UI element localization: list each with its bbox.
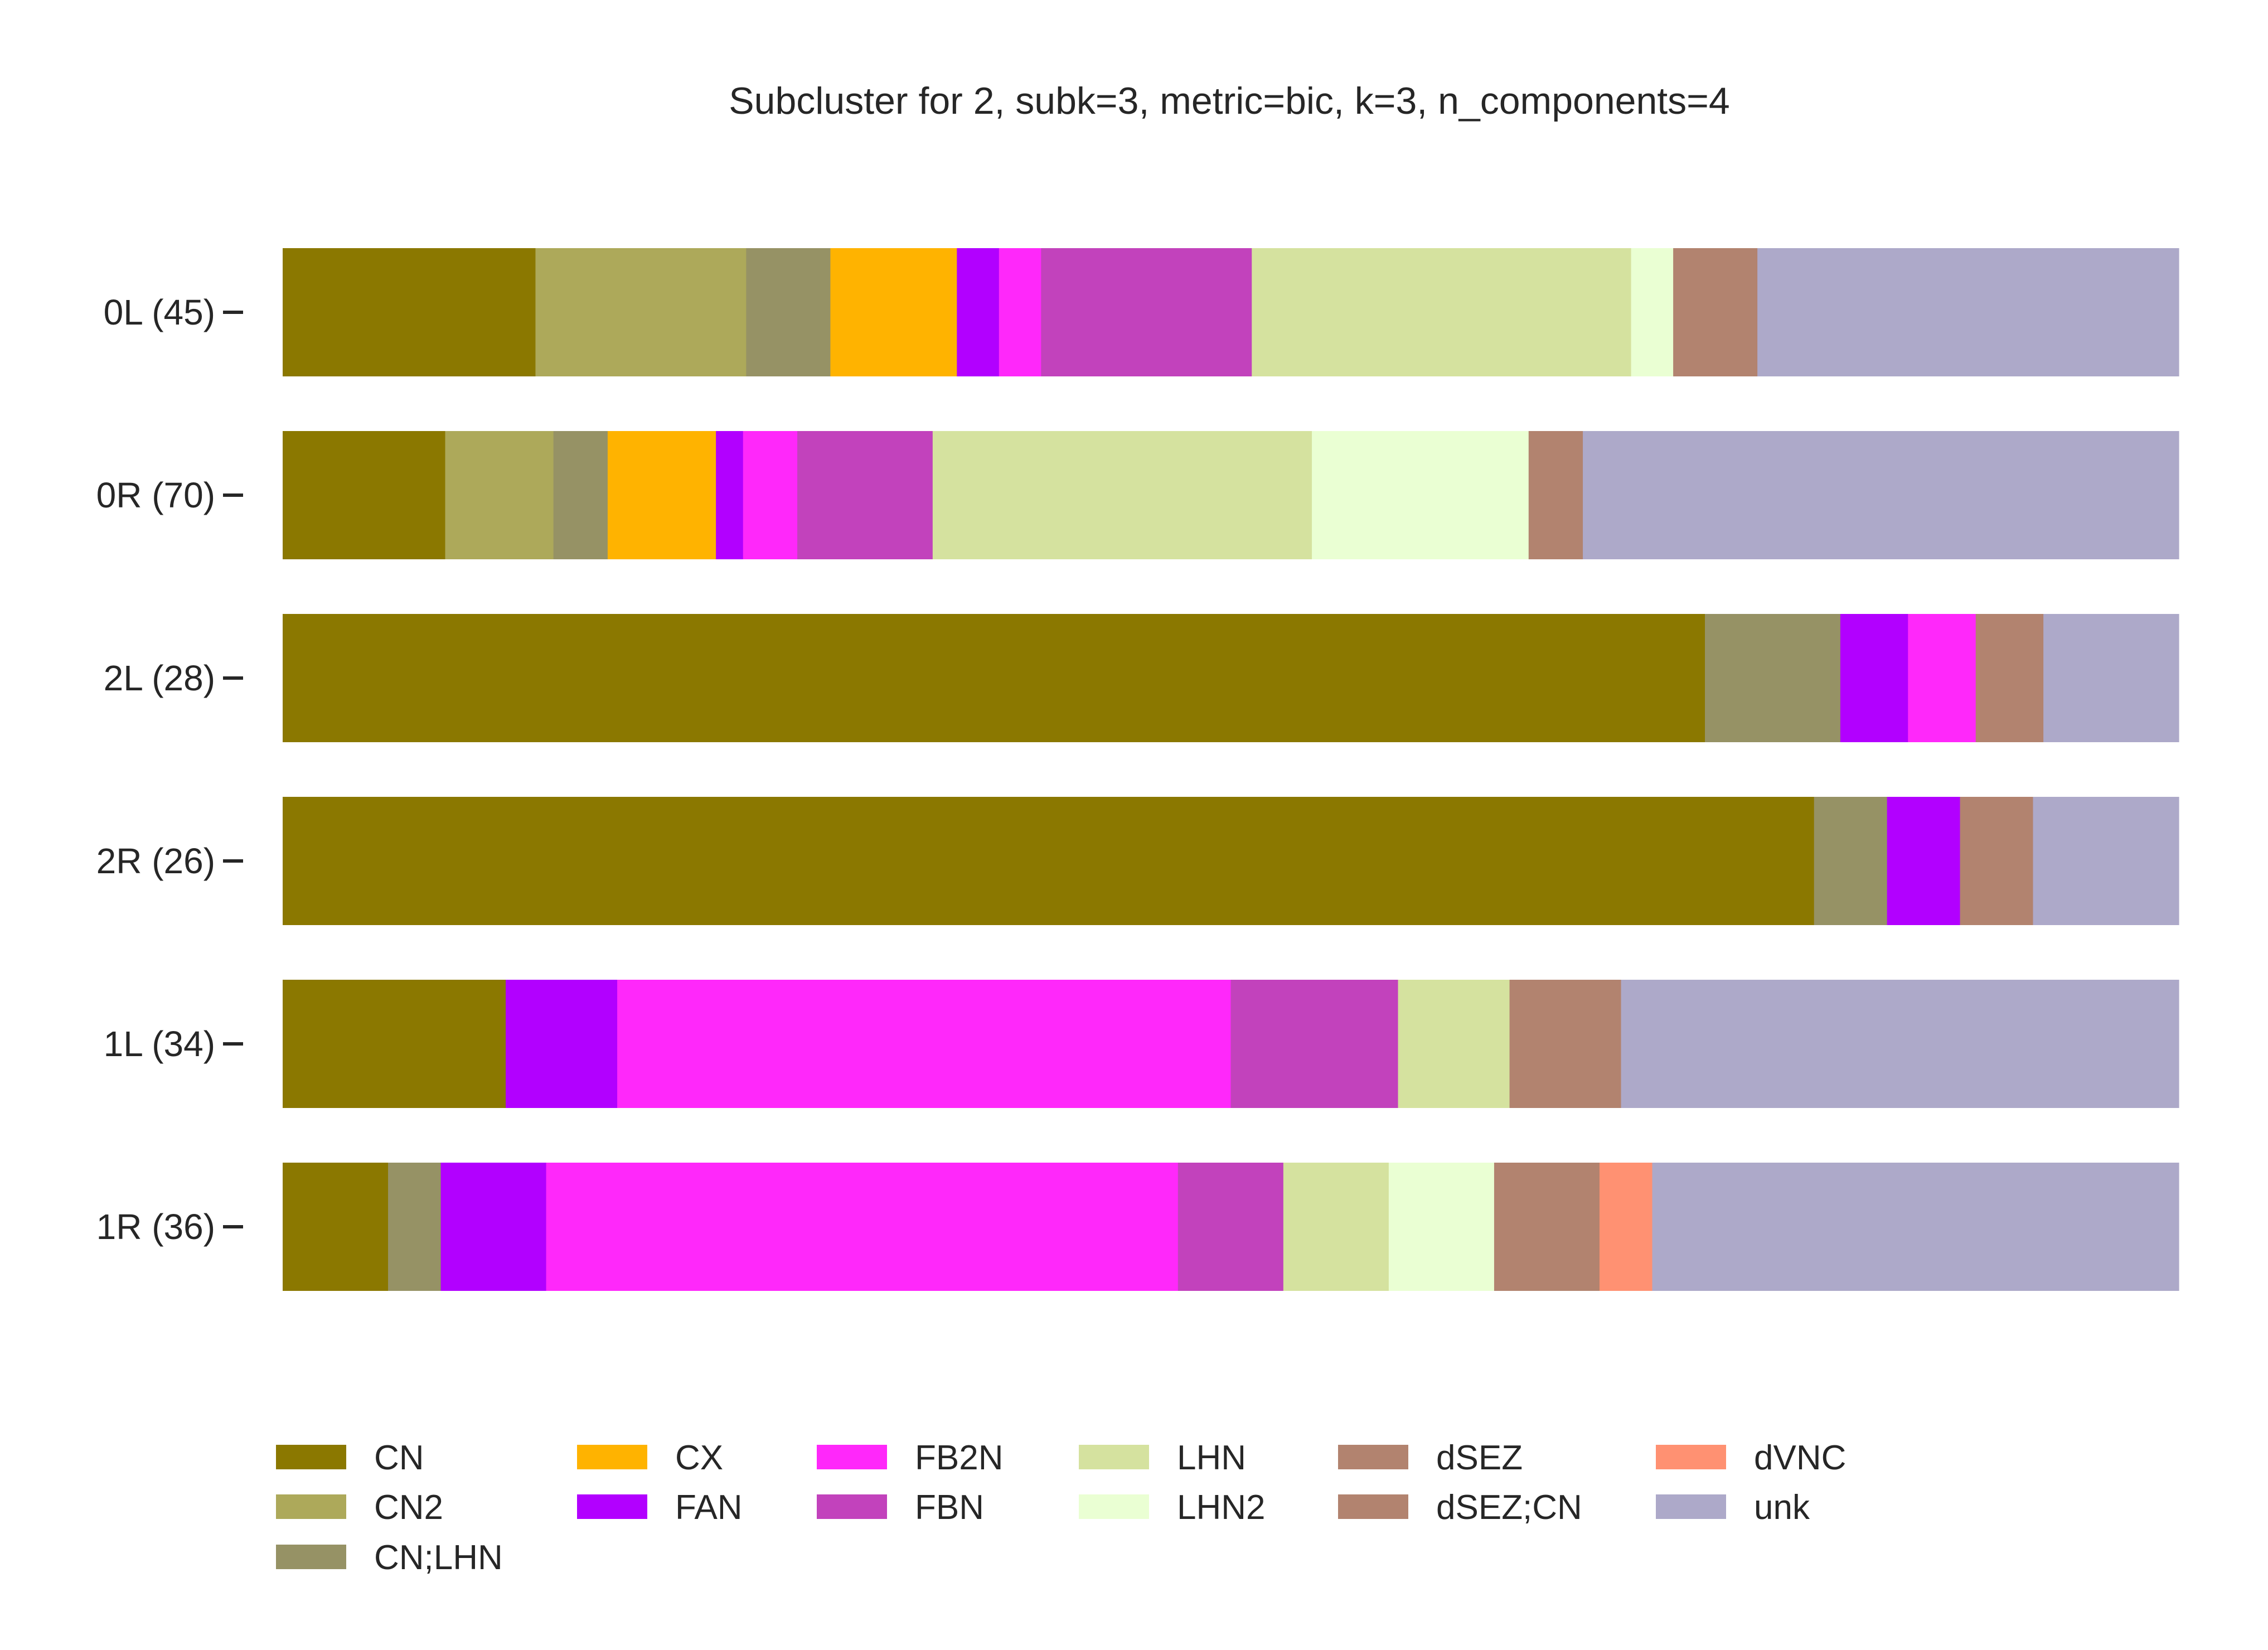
bar-segment-lhn-row-5 xyxy=(1283,1163,1389,1291)
legend-label: CN;LHN xyxy=(374,1538,503,1577)
bar-segment-dsez-row-4 xyxy=(1509,980,1622,1108)
bar-segment-lhn-row-1 xyxy=(932,431,1312,559)
legend-swatch-dsez-cn xyxy=(1338,1494,1408,1519)
bar-segment-fbn-row-5 xyxy=(1177,1163,1284,1291)
bar-segment-fb2n-row-1 xyxy=(743,431,798,559)
bar-segment-unk-row-3 xyxy=(2033,797,2179,925)
bar-segment-cn-row-1 xyxy=(283,431,446,559)
legend-label: LHN xyxy=(1177,1439,1246,1477)
legend-swatch-unk xyxy=(1656,1494,1726,1519)
bar-segment-lhn-row-0 xyxy=(1252,248,1632,376)
bar-segment-cn-row-3 xyxy=(283,797,1815,925)
bar-segment-unk-row-0 xyxy=(1757,248,2179,376)
legend-label: dSEZ xyxy=(1436,1439,1523,1477)
y-tick-label: 0L (45) xyxy=(104,292,215,332)
bar-segment-lhn2-row-0 xyxy=(1631,248,1674,376)
legend-label: dVNC xyxy=(1754,1439,1846,1477)
legend-swatch-dsez xyxy=(1338,1445,1408,1469)
y-tick-label: 2R (26) xyxy=(96,841,215,881)
legend-label: dSEZ;CN xyxy=(1436,1488,1582,1527)
bar-segment-fb2n-row-5 xyxy=(546,1163,1179,1291)
y-tick-label: 0R (70) xyxy=(96,475,215,515)
legend-label: unk xyxy=(1754,1488,1810,1527)
bar-segment-fb2n-row-4 xyxy=(617,980,1232,1108)
bar-segment-fan-row-4 xyxy=(506,980,618,1108)
legend-label: CX xyxy=(675,1439,723,1477)
bar-segment-fb2n-row-0 xyxy=(999,248,1041,376)
bar-segment-unk-row-2 xyxy=(2043,614,2179,742)
bar-segment-cn2-row-1 xyxy=(445,431,554,559)
bar-segment-cn-lhn-row-5 xyxy=(388,1163,442,1291)
bar-segment-cn-lhn-row-1 xyxy=(553,431,608,559)
bar-segment-cx-row-1 xyxy=(607,431,716,559)
bar-segment-dvnc-row-5 xyxy=(1599,1163,1653,1291)
legend-swatch-fan xyxy=(577,1494,647,1519)
legend-swatch-dvnc xyxy=(1656,1445,1726,1469)
legend: CN CN2 CN;LHN CX FAN FB2N FBN LHN LHN2 dSEZ dSEZ;C… xyxy=(276,1439,1846,1577)
bar-segment-cn-row-2 xyxy=(283,614,1705,742)
bar-segment-cn-lhn-row-3 xyxy=(1814,797,1888,925)
legend-swatch-lhn xyxy=(1079,1445,1149,1469)
bar-segment-cn-row-4 xyxy=(283,980,506,1108)
bar-segment-fan-row-2 xyxy=(1840,614,1908,742)
legend-label: CN2 xyxy=(374,1488,443,1527)
bar-segment-unk-row-5 xyxy=(1652,1163,2179,1291)
legend-swatch-cx xyxy=(577,1445,647,1469)
bar-segment-fbn-row-1 xyxy=(797,431,933,559)
bar-segment-lhn2-row-1 xyxy=(1312,431,1529,559)
bar-segment-cn-lhn-row-0 xyxy=(746,248,831,376)
bar-segment-lhn2-row-5 xyxy=(1388,1163,1495,1291)
legend-label: FB2N xyxy=(915,1439,1003,1477)
bar-segment-fan-row-5 xyxy=(440,1163,547,1291)
y-tick-label: 2L (28) xyxy=(104,658,215,698)
legend-label: FBN xyxy=(915,1488,984,1527)
bar-segment-cn-lhn-row-2 xyxy=(1705,614,1841,742)
bar-segment-fan-row-0 xyxy=(957,248,1000,376)
chart-title: Subcluster for 2, subk=3, metric=bic, k=… xyxy=(729,80,1729,122)
y-axis: 0L (45) 0R (70) 2L (28) 2R (26) 1L (34) 1R (3… xyxy=(96,292,243,1247)
legend-label: FAN xyxy=(675,1488,743,1527)
legend-swatch-fbn xyxy=(817,1494,887,1519)
bar-segment-cn-row-0 xyxy=(283,248,536,376)
legend-label: CN xyxy=(374,1439,424,1477)
bar-segment-fbn-row-4 xyxy=(1230,980,1399,1108)
bar-segment-cx-row-0 xyxy=(830,248,957,376)
y-tick-label: 1L (34) xyxy=(104,1024,215,1064)
bar-segment-cn-row-5 xyxy=(283,1163,389,1291)
bar-segment-dsez-row-1 xyxy=(1528,431,1583,559)
bar-segment-dsez-row-5 xyxy=(1494,1163,1600,1291)
legend-swatch-lhn2 xyxy=(1079,1494,1149,1519)
bar-segment-dsez-row-0 xyxy=(1673,248,1758,376)
legend-label: LHN2 xyxy=(1177,1488,1266,1527)
legend-swatch-cn-lhn xyxy=(276,1545,346,1569)
y-tick-label: 1R (36) xyxy=(96,1207,215,1247)
legend-swatch-cn2 xyxy=(276,1494,346,1519)
bar-segment-unk-row-4 xyxy=(1621,980,2179,1108)
bar-segment-unk-row-1 xyxy=(1583,431,2179,559)
bar-segment-fan-row-3 xyxy=(1887,797,1961,925)
bar-segment-fb2n-row-2 xyxy=(1908,614,1976,742)
bar-segment-dsez-row-3 xyxy=(1960,797,2034,925)
legend-swatch-cn xyxy=(276,1445,346,1469)
bar-segment-cn2-row-0 xyxy=(535,248,747,376)
bar-segment-fbn-row-0 xyxy=(1041,248,1252,376)
legend-swatch-fb2n xyxy=(817,1445,887,1469)
bar-segment-dsez-row-2 xyxy=(1975,614,2044,742)
bar-segment-lhn-row-4 xyxy=(1398,980,1510,1108)
bars-group xyxy=(283,248,2179,1291)
bar-segment-fan-row-1 xyxy=(716,431,744,559)
